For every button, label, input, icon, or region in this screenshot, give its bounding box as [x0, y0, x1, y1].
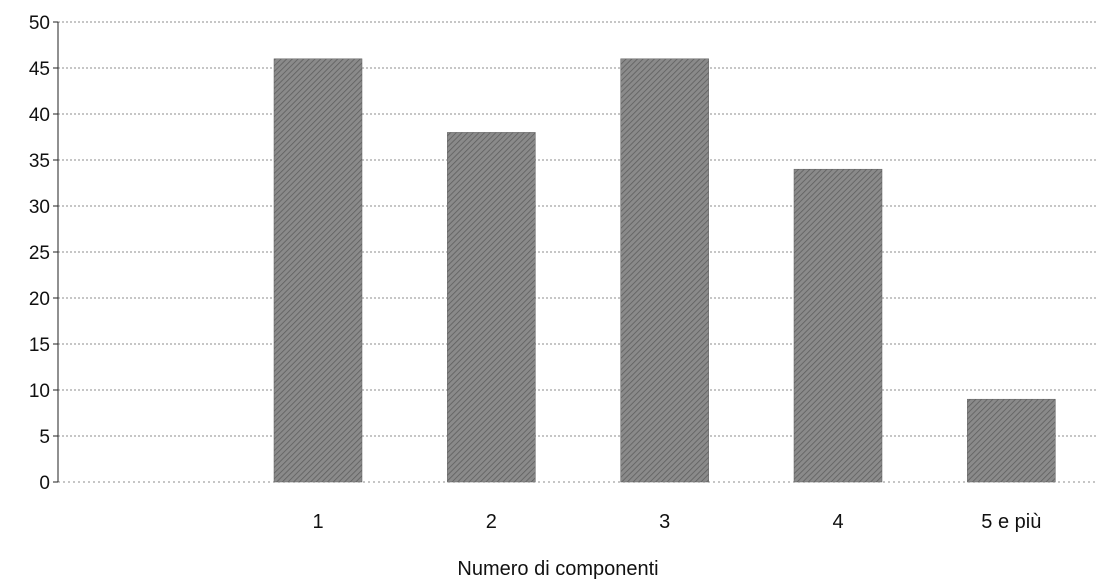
y-tick-label-30: 30 — [29, 197, 50, 218]
bar-5 e più — [967, 398, 1056, 483]
x-tick-label-3: 3 — [659, 511, 670, 533]
bars — [273, 58, 1056, 483]
x-tick-label-2: 2 — [486, 511, 497, 533]
y-tick-label-10: 10 — [29, 381, 50, 402]
bar-3 — [620, 58, 709, 483]
y-tick-label-25: 25 — [29, 243, 50, 264]
y-tick-label-45: 45 — [29, 59, 50, 80]
bar-1 — [273, 58, 363, 483]
bar-2 — [447, 132, 536, 483]
y-tick-label-20: 20 — [29, 289, 50, 310]
x-tick-labels: 1 2 3 4 5 e più — [312, 511, 1041, 533]
x-tick-label-5 e più: 5 e più — [981, 511, 1041, 533]
bar-4 — [793, 168, 883, 483]
y-tick-label-5: 5 — [39, 427, 50, 448]
y-tick-label-0: 0 — [39, 473, 50, 494]
gridlines — [58, 21, 1098, 483]
x-tick-label-1: 1 — [312, 511, 323, 533]
y-tick-labels: 0 5 10 15 20 25 30 35 40 45 50 — [29, 13, 58, 494]
x-tick-label-4: 4 — [832, 511, 843, 533]
y-tick-label-40: 40 — [29, 105, 50, 126]
y-tick-label-35: 35 — [29, 151, 50, 172]
y-tick-label-15: 15 — [29, 335, 50, 356]
x-axis-label: Numero di componenti — [457, 558, 658, 580]
y-tick-label-50: 50 — [29, 13, 50, 34]
